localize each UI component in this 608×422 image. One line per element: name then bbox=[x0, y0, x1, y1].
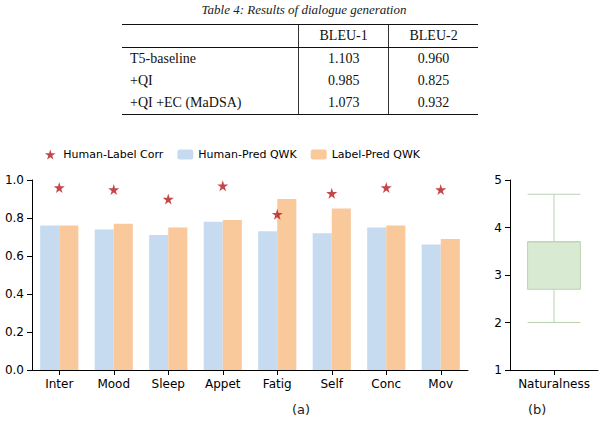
html-text:(b): (b) bbox=[528, 402, 547, 417]
svg-text:0.0: 0.0 bbox=[5, 363, 24, 377]
svg-text:Conc: Conc bbox=[371, 377, 401, 391]
html-text:T5-baseline: T5-baseline bbox=[130, 51, 197, 66]
svg-text:Fatig: Fatig bbox=[263, 377, 292, 391]
html-text:BLEU-1: BLEU-1 bbox=[319, 28, 368, 43]
html-text:+QI: +QI bbox=[130, 73, 153, 88]
svg-text:5: 5 bbox=[494, 173, 502, 187]
html-text:0.825: 0.825 bbox=[417, 73, 450, 88]
svg-text:0.6: 0.6 bbox=[5, 249, 24, 263]
svg-text:Mood: Mood bbox=[97, 377, 130, 391]
html-text:1.103: 1.103 bbox=[327, 51, 360, 66]
html-text:0.960: 0.960 bbox=[417, 51, 450, 66]
svg-text:Label-Pred QWK: Label-Pred QWK bbox=[332, 148, 421, 161]
svg-text:Human-Pred QWK: Human-Pred QWK bbox=[198, 148, 297, 161]
svg-text:0.8: 0.8 bbox=[5, 211, 24, 225]
html-text:0.932: 0.932 bbox=[417, 95, 450, 110]
html-text:Table 4: Results of dialogue g: Table 4: Results of dialogue generation bbox=[201, 2, 407, 17]
svg-text:Sleep: Sleep bbox=[152, 377, 185, 391]
html-text:0.985: 0.985 bbox=[327, 73, 360, 88]
svg-text:0.4: 0.4 bbox=[5, 287, 24, 301]
svg-text:3: 3 bbox=[494, 268, 502, 282]
svg-text:4: 4 bbox=[494, 221, 502, 235]
svg-text:1.0: 1.0 bbox=[5, 173, 24, 187]
svg-text:Human-Label Corr: Human-Label Corr bbox=[63, 148, 164, 161]
html-text:+QI +EC (MaDSA): +QI +EC (MaDSA) bbox=[130, 95, 242, 110]
svg-text:0.2: 0.2 bbox=[5, 325, 24, 339]
html-text:BLEU-2: BLEU-2 bbox=[409, 28, 458, 43]
svg-text:Self: Self bbox=[320, 377, 343, 391]
svg-text:Inter: Inter bbox=[45, 377, 73, 391]
html-text:(a): (a) bbox=[292, 402, 311, 417]
svg-text:Mov: Mov bbox=[428, 377, 453, 391]
html-text:1.073: 1.073 bbox=[327, 95, 360, 110]
svg-text:1: 1 bbox=[494, 363, 502, 377]
svg-text:2: 2 bbox=[494, 316, 502, 330]
svg-text:Naturalness: Naturalness bbox=[518, 377, 590, 391]
svg-text:Appet: Appet bbox=[205, 377, 241, 391]
